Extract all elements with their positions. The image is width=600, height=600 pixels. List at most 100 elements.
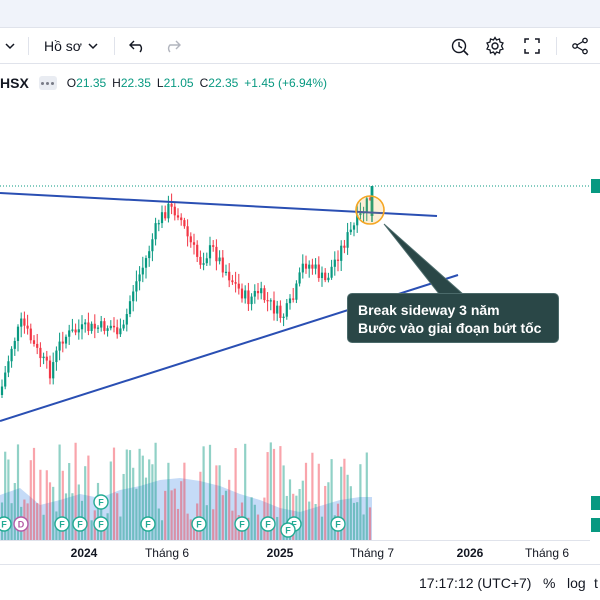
- volume-bar: [84, 466, 87, 540]
- volume-bar: [260, 521, 263, 540]
- volume-bar: [279, 446, 282, 540]
- candle-body: [29, 328, 32, 341]
- redo-button[interactable]: [158, 28, 186, 64]
- volume-bar: [61, 470, 64, 540]
- volume-bar: [308, 501, 311, 540]
- redo-icon: [167, 40, 181, 53]
- volume-bar: [224, 490, 228, 540]
- x-tick: Tháng 6: [144, 546, 190, 560]
- volume-bar: [186, 513, 189, 540]
- event-marker-circle: [93, 494, 109, 510]
- settings-button[interactable]: [481, 28, 509, 64]
- candle-body: [215, 246, 218, 262]
- candle-body: [330, 266, 333, 278]
- candle-body: [356, 215, 359, 226]
- event-marker: F: [54, 516, 70, 532]
- candle-body: [64, 336, 68, 344]
- price-chart[interactable]: F D F FFF F F F F FFF: [0, 0, 600, 540]
- volume-bar: [317, 463, 320, 540]
- x-tick: 2026: [456, 546, 484, 560]
- clock-readout[interactable]: 17:17:12 (UTC+7): [419, 575, 532, 591]
- alert-button[interactable]: [446, 28, 474, 64]
- volume-bar: [32, 447, 36, 540]
- open-value: O21.35: [66, 76, 107, 90]
- volume-bar: [340, 466, 343, 540]
- volume-bar: [352, 502, 356, 540]
- volume-bar: [189, 519, 192, 540]
- volume-bar: [167, 462, 170, 540]
- symbol-label[interactable]: HSX: [0, 75, 29, 91]
- candle-body: [340, 245, 343, 261]
- undo-button[interactable]: [124, 28, 152, 64]
- candle-body: [240, 288, 244, 299]
- volume-bars: [0, 442, 372, 540]
- auto-toggle[interactable]: t: [594, 575, 598, 591]
- percent-toggle[interactable]: %: [543, 575, 556, 591]
- volume-bar: [135, 488, 138, 540]
- annotation-callout[interactable]: Break sideway 3 năm Bước vào giai đoạn b…: [347, 293, 559, 343]
- candle-body: [13, 340, 16, 349]
- profile-dropdown[interactable]: Hồ sơ: [38, 28, 104, 64]
- volume-bar: [144, 477, 148, 540]
- candle-body: [77, 329, 80, 333]
- event-marker-circle: [54, 516, 70, 532]
- candle-body: [285, 303, 288, 317]
- share-button[interactable]: [566, 28, 594, 64]
- volume-bar: [320, 516, 324, 540]
- candle-body: [112, 325, 116, 328]
- event-marker-label: F: [145, 520, 151, 530]
- candle-body: [263, 288, 266, 301]
- fullscreen-button[interactable]: [518, 28, 546, 64]
- candle-body: [100, 321, 103, 328]
- candle-body: [128, 301, 132, 315]
- volume-bar: [164, 490, 167, 540]
- more-options-icon[interactable]: [38, 76, 57, 90]
- candle-body: [71, 329, 74, 331]
- candle-body: [304, 263, 308, 269]
- volume-bar: [346, 474, 349, 540]
- close-value: C22.35: [199, 76, 239, 90]
- breakout-circle[interactable]: [355, 195, 385, 225]
- candle-body: [208, 245, 212, 259]
- interval-chevron-down-icon[interactable]: [0, 28, 20, 64]
- candle-body: [52, 362, 55, 379]
- event-marker-label: F: [98, 498, 104, 508]
- candle-body: [39, 347, 42, 359]
- candle-body: [279, 305, 282, 318]
- candle-body: [311, 264, 314, 269]
- candle-body: [368, 198, 372, 200]
- volume-bar: [13, 483, 16, 540]
- candle-body: [164, 212, 167, 219]
- candle-body: [132, 291, 135, 302]
- candle-body: [301, 263, 304, 273]
- volume-bar: [138, 448, 141, 540]
- log-toggle[interactable]: log: [567, 575, 586, 591]
- candle-body: [336, 259, 340, 261]
- last-candle-body: [370, 186, 374, 216]
- candle-body: [90, 323, 93, 332]
- candle-body: [260, 288, 263, 294]
- volume-bar: [365, 452, 368, 540]
- volume-bar: [272, 448, 276, 540]
- time-axis[interactable]: 2024 Tháng 6 2025 Tháng 7 2026 Tháng 6: [0, 540, 590, 562]
- volume-marker: [591, 518, 600, 532]
- candle-body: [61, 341, 64, 344]
- volume-bar: [160, 520, 164, 540]
- volume-moving-average: [0, 478, 372, 540]
- volume-bar: [173, 488, 176, 540]
- volume-bar: [45, 470, 48, 540]
- candle-body: [68, 330, 71, 337]
- event-marker: F: [72, 516, 88, 532]
- resistance-trendline[interactable]: [0, 192, 438, 217]
- toolbar-divider: [28, 37, 29, 55]
- volume-bar: [276, 516, 279, 540]
- volume-bar: [71, 493, 74, 540]
- candle-body: [234, 282, 237, 284]
- volume-bar: [327, 482, 330, 540]
- volume-marker: [591, 496, 600, 510]
- ohlc-legend: HSX O21.35 H22.35 L21.05 C22.35 +1.45 (+…: [0, 72, 327, 94]
- volume-bar: [154, 442, 157, 540]
- browser-top-strip: [0, 0, 600, 28]
- volume-bar: [256, 514, 260, 540]
- volume-bar: [215, 465, 218, 540]
